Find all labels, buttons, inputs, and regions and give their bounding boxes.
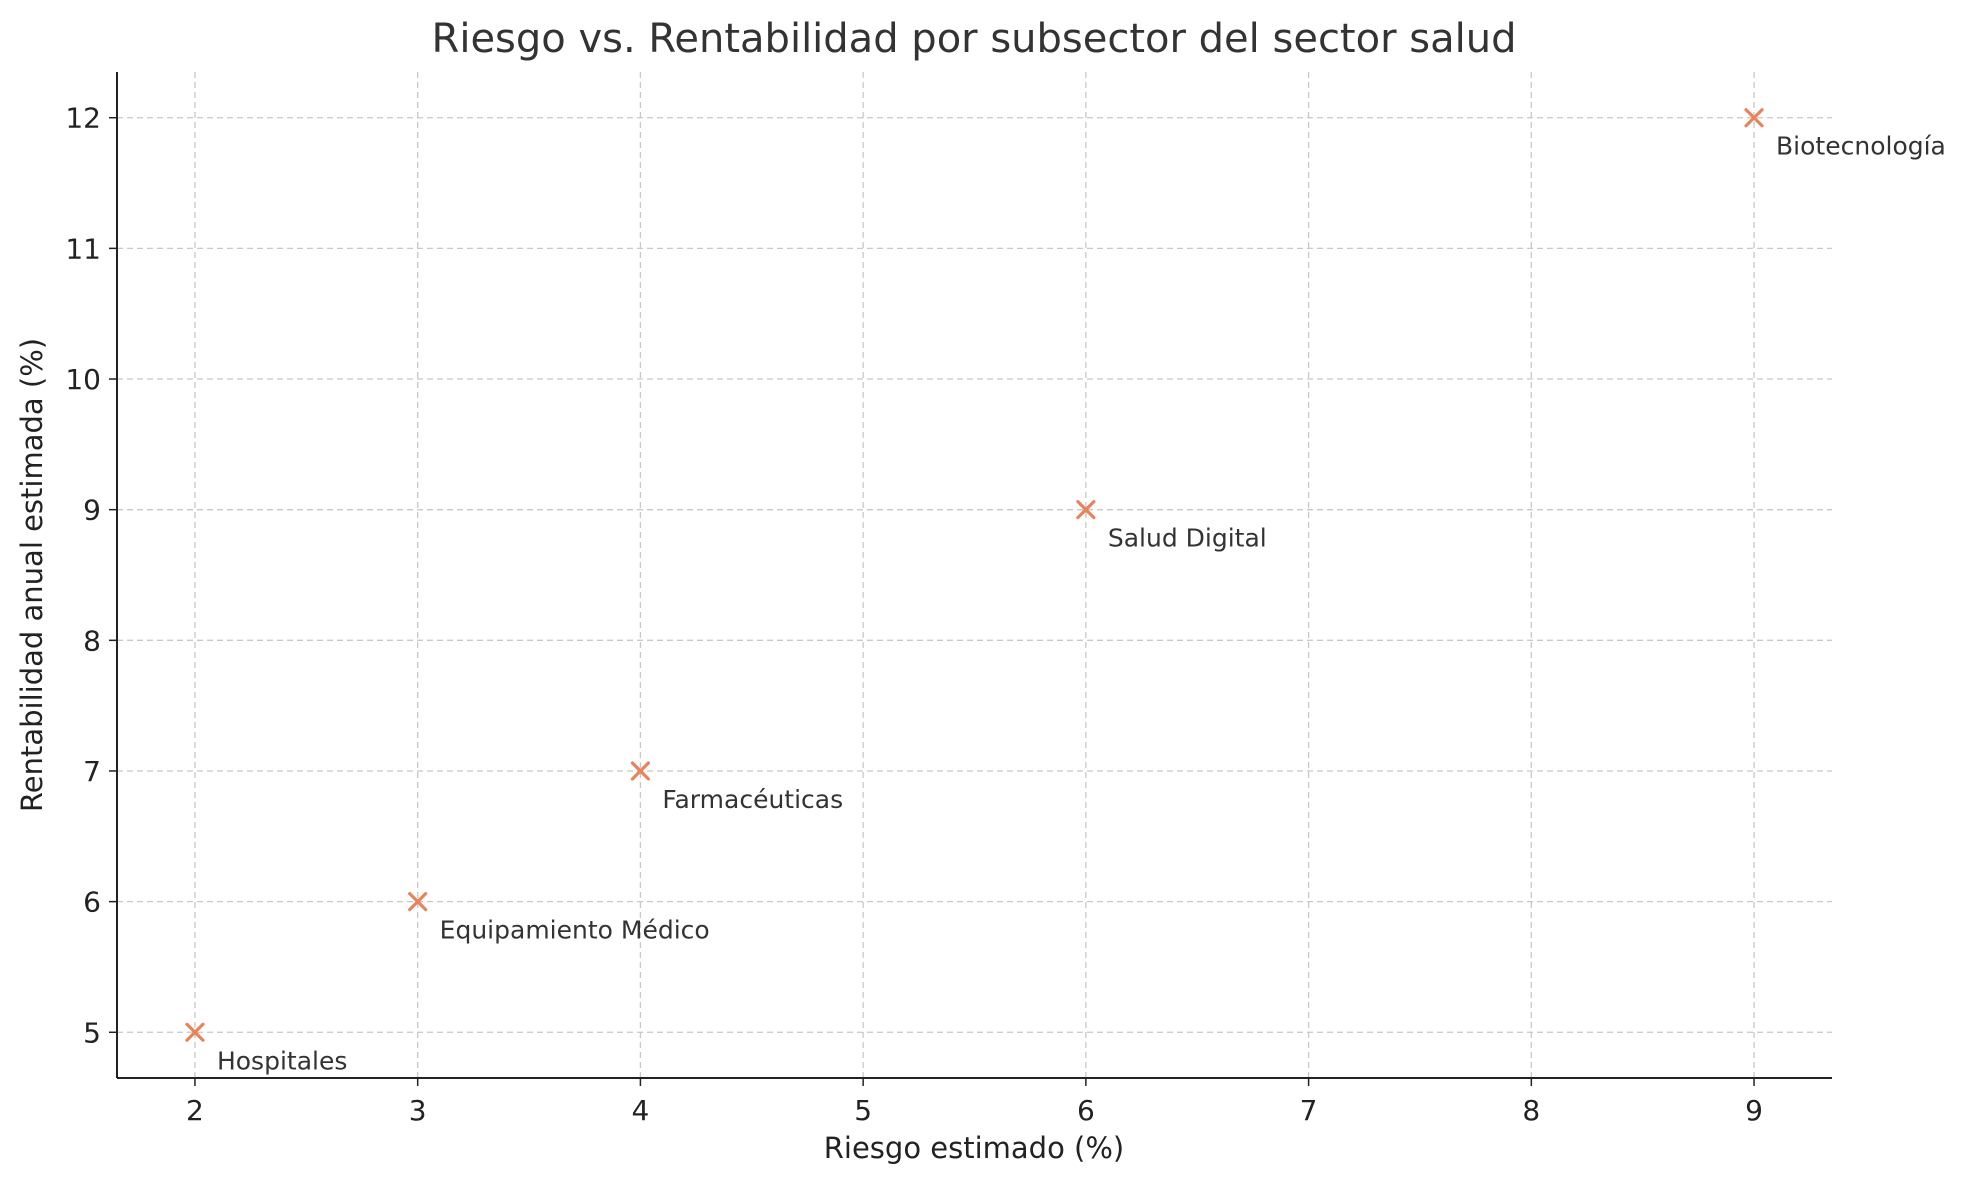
y-tick-label: 8 xyxy=(83,624,101,657)
y-tick-label: 11 xyxy=(65,232,101,265)
y-tick-label: 5 xyxy=(83,1016,101,1049)
data-label: Salud Digital xyxy=(1108,524,1267,553)
y-axis-label: Rentabilidad anual estimada (%) xyxy=(15,338,49,812)
axes xyxy=(116,72,1832,1079)
x-marker-stroke xyxy=(630,761,651,781)
x-marker-stroke xyxy=(1744,108,1764,128)
data-label: Equipamiento Médico xyxy=(440,916,710,945)
data-point xyxy=(408,892,428,912)
y-tick-label: 12 xyxy=(65,102,101,135)
point-labels: Hospitales Equipamiento Médico Farmacéutic… xyxy=(217,132,1946,1076)
x-tick-label: 6 xyxy=(1077,1094,1095,1127)
ticks: 2 3 4 5 6 7 8 9 5 6 7 8 9 10 11 12 xyxy=(65,102,1763,1127)
data-points xyxy=(185,108,1764,1042)
x-axis-label: Riesgo estimado (%) xyxy=(824,1131,1124,1165)
x-tick-label: 4 xyxy=(631,1094,649,1127)
y-tick-label: 7 xyxy=(83,755,101,788)
y-tick-label: 9 xyxy=(83,494,101,527)
x-tick-label: 3 xyxy=(409,1094,427,1127)
data-label: Farmacéuticas xyxy=(662,785,843,814)
data-point xyxy=(630,761,651,781)
x-tick-label: 7 xyxy=(1300,1094,1318,1127)
grid xyxy=(117,72,1832,1078)
x-tick-label: 5 xyxy=(854,1094,872,1127)
x-tick-label: 8 xyxy=(1522,1094,1540,1127)
data-point xyxy=(185,1022,205,1042)
x-marker-stroke xyxy=(1076,500,1096,520)
data-point xyxy=(1744,108,1764,128)
x-marker-stroke xyxy=(185,1022,205,1042)
x-tick-label: 9 xyxy=(1745,1094,1763,1127)
data-label: Biotecnología xyxy=(1776,132,1946,161)
data-label: Hospitales xyxy=(217,1046,347,1075)
data-point xyxy=(1076,500,1096,520)
y-tick-label: 6 xyxy=(83,886,101,919)
y-tick-label: 10 xyxy=(65,363,101,396)
x-marker-stroke xyxy=(408,892,428,912)
chart-title: Riesgo vs. Rentabilidad por subsector de… xyxy=(432,16,1517,62)
x-tick-label: 2 xyxy=(186,1094,204,1127)
